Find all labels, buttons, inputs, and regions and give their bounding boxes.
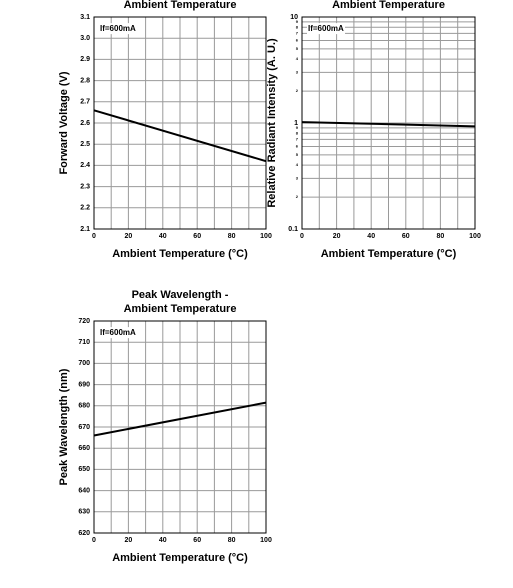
annotation-bg (307, 23, 346, 35)
x-axis-label: Ambient Temperature (°C) (112, 552, 248, 564)
data-line (301, 121, 476, 128)
x-tick-label: 80 (228, 537, 236, 544)
y-tick-label: 2.4 (80, 162, 90, 169)
chart-title: Ambient Temperature (124, 303, 237, 315)
y-minor-tick-label: 6 (296, 38, 299, 43)
y-minor-tick-label: 7 (296, 30, 299, 35)
data-line (93, 401, 267, 437)
y-tick-label: 2.9 (80, 56, 90, 63)
x-tick-label: 20 (125, 537, 133, 544)
y-tick-label: 630 (78, 509, 90, 516)
y-tick-label: 680 (78, 403, 90, 410)
y-tick-label: 650 (78, 466, 90, 473)
data-line (93, 109, 267, 163)
y-minor-tick-label: 9 (296, 125, 299, 130)
y-tick-label: 2.2 (80, 205, 90, 212)
y-tick-label: 720 (78, 318, 90, 325)
annotation: If=600mA (308, 24, 344, 33)
x-tick-label: 40 (159, 233, 167, 240)
y-minor-tick-label: 9 (296, 19, 299, 24)
x-tick-label: 100 (469, 233, 481, 240)
plot-frame (93, 16, 267, 230)
y-minor-tick-label: 8 (296, 24, 299, 29)
chart-title: Ambient Temperature (124, 0, 237, 11)
y-tick-label: 660 (78, 445, 90, 452)
y-axis-label: Peak Wavelength (nm) (58, 368, 70, 485)
annotation: If=600mA (100, 24, 136, 33)
y-tick-label: 1 (294, 120, 298, 127)
y-tick-label: 2.1 (80, 226, 90, 233)
chart-title: Peak Wavelength - (132, 289, 229, 301)
x-tick-label: 20 (333, 233, 341, 240)
y-tick-label: 710 (78, 339, 90, 346)
x-tick-label: 60 (193, 537, 201, 544)
y-tick-label: 620 (78, 530, 90, 537)
x-tick-label: 80 (228, 233, 236, 240)
y-minor-tick-label: 3 (296, 175, 299, 180)
y-axis-label: Relative Radiant Intensity (A. U.) (266, 38, 278, 208)
y-tick-label: 670 (78, 424, 90, 431)
y-minor-tick-label: 4 (296, 162, 299, 167)
y-minor-tick-label: 8 (296, 130, 299, 135)
y-minor-tick-label: 5 (296, 152, 299, 157)
y-tick-label: 2.3 (80, 183, 90, 190)
chart: Peak Wavelength - Ambient Temperature 0 20 4… (58, 289, 272, 564)
y-minor-tick-label: 2 (296, 194, 299, 199)
y-tick-label: 2.8 (80, 77, 90, 84)
x-axis-label: Ambient Temperature (°C) (321, 248, 457, 260)
x-tick-label: 80 (437, 233, 445, 240)
x-tick-label: 40 (367, 233, 375, 240)
y-axis-label: Forward Voltage (V) (58, 71, 70, 174)
y-tick-label: 640 (78, 487, 90, 494)
annotation-bg (99, 327, 138, 339)
x-tick-label: 40 (159, 537, 167, 544)
chart: Ambient Temperature 0 20 40 60 80 100 2.1 2.2 2.3… (58, 0, 272, 260)
x-tick-label: 100 (260, 233, 272, 240)
x-tick-label: 0 (92, 537, 96, 544)
y-tick-label: 700 (78, 360, 90, 367)
annotation-bg (99, 23, 138, 35)
y-minor-tick-label: 4 (296, 56, 299, 61)
annotation: If=600mA (100, 328, 136, 337)
y-tick-label: 3.1 (80, 14, 90, 21)
y-tick-label: 2.6 (80, 120, 90, 127)
y-tick-label: 2.5 (80, 141, 90, 148)
y-tick-label: 3.0 (80, 35, 90, 42)
y-minor-tick-label: 5 (296, 46, 299, 51)
y-minor-tick-label: 7 (296, 136, 299, 141)
y-minor-tick-label: 3 (296, 69, 299, 74)
y-minor-tick-label: 2 (296, 88, 299, 93)
y-tick-label: 690 (78, 381, 90, 388)
y-minor-tick-label: 6 (296, 144, 299, 149)
y-tick-label: 10 (290, 14, 298, 21)
x-tick-label: 0 (300, 233, 304, 240)
chart-title: Ambient Temperature (332, 0, 445, 11)
x-tick-label: 0 (92, 233, 96, 240)
x-tick-label: 60 (193, 233, 201, 240)
x-axis-label: Ambient Temperature (°C) (112, 248, 248, 260)
plot-frame (93, 320, 267, 534)
x-tick-label: 60 (402, 233, 410, 240)
x-tick-label: 100 (260, 537, 272, 544)
x-tick-label: 20 (125, 233, 133, 240)
y-tick-label: 2.7 (80, 99, 90, 106)
y-tick-label: 0.1 (288, 226, 298, 233)
